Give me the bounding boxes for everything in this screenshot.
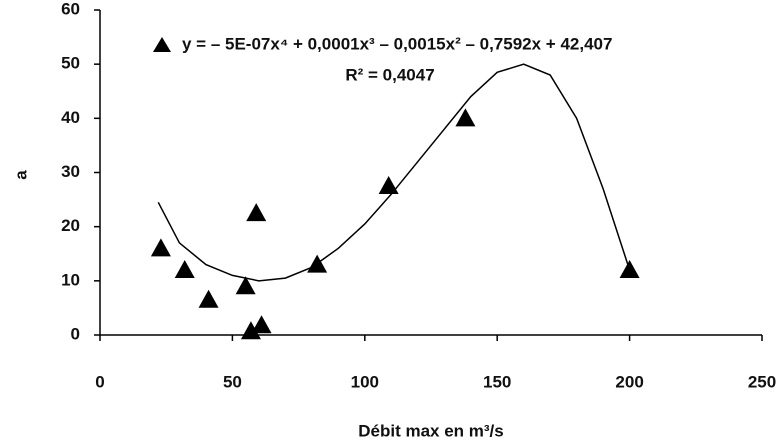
data-point — [378, 176, 399, 195]
y-tick-label: 0 — [71, 324, 80, 343]
trendline-equation: y = – 5E-07x⁴ + 0,0001x³ – 0,0015x² – 0,… — [182, 34, 612, 53]
y-tick-label: 50 — [61, 54, 80, 73]
data-point — [235, 276, 256, 295]
data-point — [150, 238, 171, 257]
data-point — [455, 108, 476, 127]
y-axis-label: a — [11, 170, 30, 180]
data-point — [246, 203, 267, 222]
y-tick-label: 30 — [61, 162, 80, 181]
x-tick-label: 0 — [95, 372, 104, 391]
y-tick-label: 20 — [61, 216, 80, 235]
x-tick-label: 100 — [351, 372, 379, 391]
x-tick-label: 50 — [223, 372, 242, 391]
data-point — [174, 260, 195, 278]
y-tick-label: 40 — [61, 108, 80, 127]
x-tick-label: 200 — [615, 372, 643, 391]
trendline — [157, 63, 631, 282]
x-axis-label: Débit max en m³/s — [358, 421, 504, 440]
data-point — [198, 289, 219, 308]
data-point — [240, 321, 261, 340]
y-tick-label: 60 — [61, 0, 80, 18]
data-point — [251, 315, 272, 334]
legend-marker — [153, 37, 171, 52]
x-tick-label: 150 — [483, 372, 511, 391]
x-tick-label: 250 — [748, 372, 776, 391]
r-squared: R² = 0,4047 — [345, 65, 434, 84]
y-tick-label: 10 — [61, 270, 80, 289]
